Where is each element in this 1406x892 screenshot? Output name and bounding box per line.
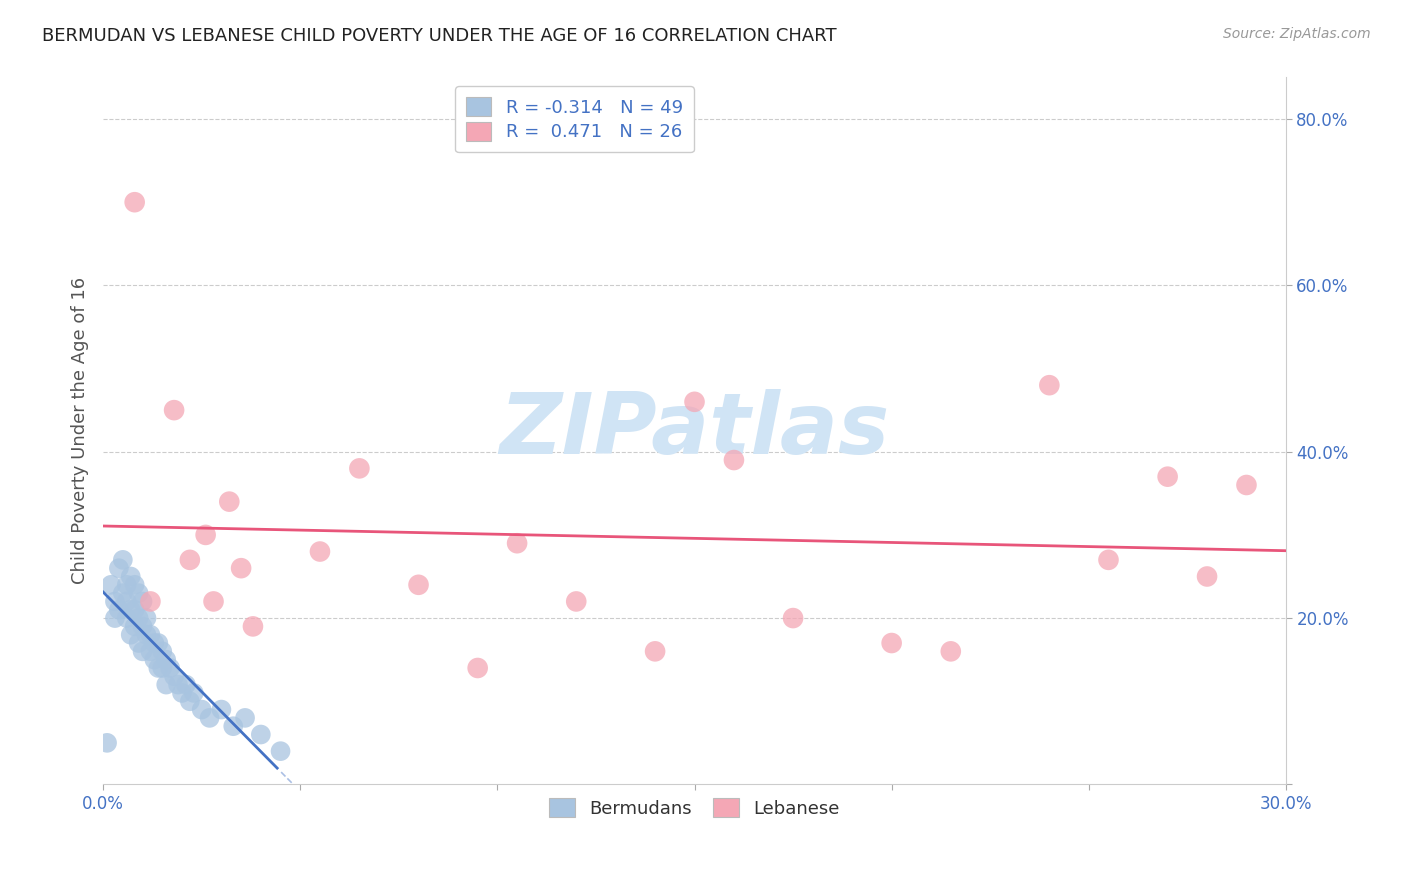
Point	[270, 744, 292, 758]
Point	[1097, 553, 1119, 567]
Point	[1236, 478, 1258, 492]
Point	[782, 611, 804, 625]
Point	[159, 661, 181, 675]
Point	[467, 661, 489, 675]
Point	[139, 594, 162, 608]
Point	[1038, 378, 1060, 392]
Point	[174, 678, 197, 692]
Point	[120, 603, 142, 617]
Point	[202, 594, 225, 608]
Point	[143, 636, 166, 650]
Point	[309, 544, 332, 558]
Point	[939, 644, 962, 658]
Point	[644, 644, 666, 658]
Point	[233, 711, 256, 725]
Point	[135, 628, 157, 642]
Point	[170, 686, 193, 700]
Point	[218, 494, 240, 508]
Point	[179, 553, 201, 567]
Legend: Bermudans, Lebanese: Bermudans, Lebanese	[543, 791, 846, 825]
Point	[148, 636, 170, 650]
Point	[115, 578, 138, 592]
Point	[155, 678, 177, 692]
Point	[349, 461, 371, 475]
Point	[128, 586, 150, 600]
Point	[115, 594, 138, 608]
Text: BERMUDAN VS LEBANESE CHILD POVERTY UNDER THE AGE OF 16 CORRELATION CHART: BERMUDAN VS LEBANESE CHILD POVERTY UNDER…	[42, 27, 837, 45]
Point	[209, 702, 232, 716]
Point	[104, 611, 127, 625]
Point	[115, 611, 138, 625]
Point	[506, 536, 529, 550]
Point	[150, 644, 173, 658]
Point	[131, 594, 153, 608]
Point	[163, 403, 186, 417]
Point	[190, 702, 212, 716]
Point	[683, 394, 706, 409]
Point	[155, 653, 177, 667]
Point	[198, 711, 221, 725]
Point	[880, 636, 903, 650]
Point	[139, 644, 162, 658]
Point	[139, 628, 162, 642]
Point	[183, 686, 205, 700]
Point	[128, 636, 150, 650]
Point	[128, 611, 150, 625]
Point	[120, 569, 142, 583]
Point	[1156, 469, 1178, 483]
Text: ZIPatlas: ZIPatlas	[499, 390, 890, 473]
Point	[163, 669, 186, 683]
Point	[131, 644, 153, 658]
Point	[565, 594, 588, 608]
Point	[408, 578, 430, 592]
Point	[242, 619, 264, 633]
Point	[111, 553, 134, 567]
Point	[100, 578, 122, 592]
Point	[1197, 569, 1219, 583]
Text: Source: ZipAtlas.com: Source: ZipAtlas.com	[1223, 27, 1371, 41]
Point	[167, 678, 190, 692]
Point	[120, 628, 142, 642]
Point	[108, 603, 131, 617]
Point	[143, 653, 166, 667]
Point	[229, 561, 252, 575]
Point	[124, 195, 146, 210]
Point	[250, 727, 273, 741]
Point	[131, 619, 153, 633]
Point	[194, 528, 217, 542]
Point	[179, 694, 201, 708]
Point	[108, 561, 131, 575]
Point	[111, 586, 134, 600]
Point	[124, 603, 146, 617]
Point	[135, 611, 157, 625]
Point	[124, 578, 146, 592]
Point	[723, 453, 745, 467]
Point	[150, 661, 173, 675]
Point	[222, 719, 245, 733]
Point	[148, 661, 170, 675]
Point	[124, 619, 146, 633]
Y-axis label: Child Poverty Under the Age of 16: Child Poverty Under the Age of 16	[72, 277, 89, 584]
Point	[96, 736, 118, 750]
Point	[104, 594, 127, 608]
